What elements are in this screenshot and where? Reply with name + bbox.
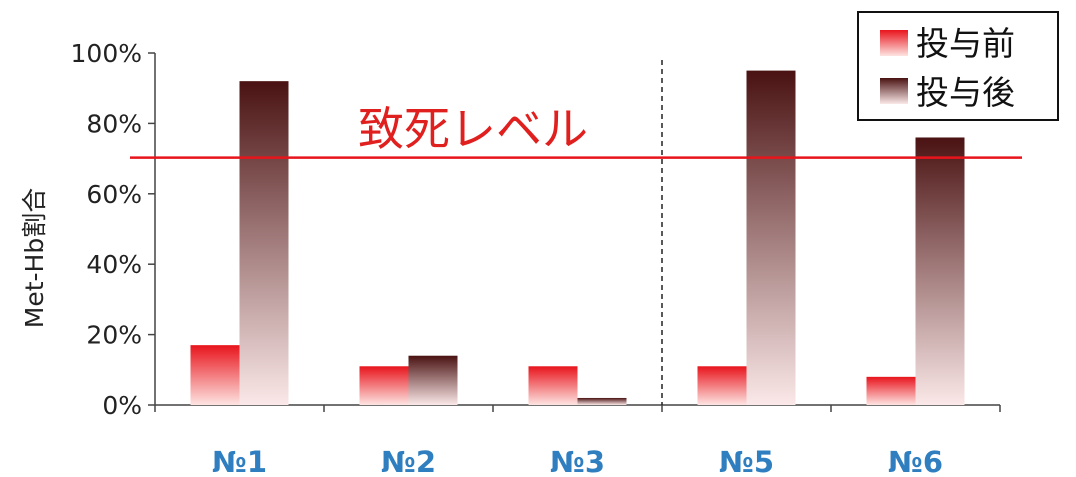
lethal-level-label: 致死レベル [358, 102, 588, 156]
legend-label-before: 投与前 [916, 24, 1015, 63]
category-label: №1 [212, 445, 267, 477]
category-labels: №1 №2 №3 №5 №6 [212, 445, 943, 477]
category-label: №2 [381, 445, 436, 477]
y-tick-label: 40% [86, 250, 142, 279]
bar-before [359, 366, 409, 405]
legend: 投与前 投与後 [857, 11, 1059, 121]
y-axis-ticks: 0% 20% 40% 60% 80% 100% [71, 39, 155, 420]
y-tick-label: 80% [86, 109, 142, 138]
legend-swatch-after [880, 78, 908, 104]
bar-before [866, 376, 916, 405]
x-axis-ticks [154, 405, 1001, 412]
y-tick-label: 20% [86, 321, 142, 350]
legend-swatch-before [880, 30, 908, 56]
bar-after [746, 70, 796, 405]
bar-after [577, 397, 627, 405]
y-axis-title: Met-Hb割合 [20, 188, 49, 328]
category-label: №3 [550, 445, 605, 477]
bar-before [528, 366, 578, 405]
y-tick-label: 0% [102, 391, 142, 420]
legend-label-after: 投与後 [916, 73, 1015, 112]
category-label: №5 [719, 445, 774, 477]
y-tick-label: 60% [86, 180, 142, 209]
y-tick-label: 100% [71, 39, 142, 68]
bar-after [239, 81, 289, 405]
bar-before [697, 366, 747, 405]
bar-before [190, 345, 240, 405]
bar-after [408, 355, 458, 405]
category-label: №6 [888, 445, 943, 477]
bar-after [915, 137, 965, 406]
bars [190, 70, 965, 406]
